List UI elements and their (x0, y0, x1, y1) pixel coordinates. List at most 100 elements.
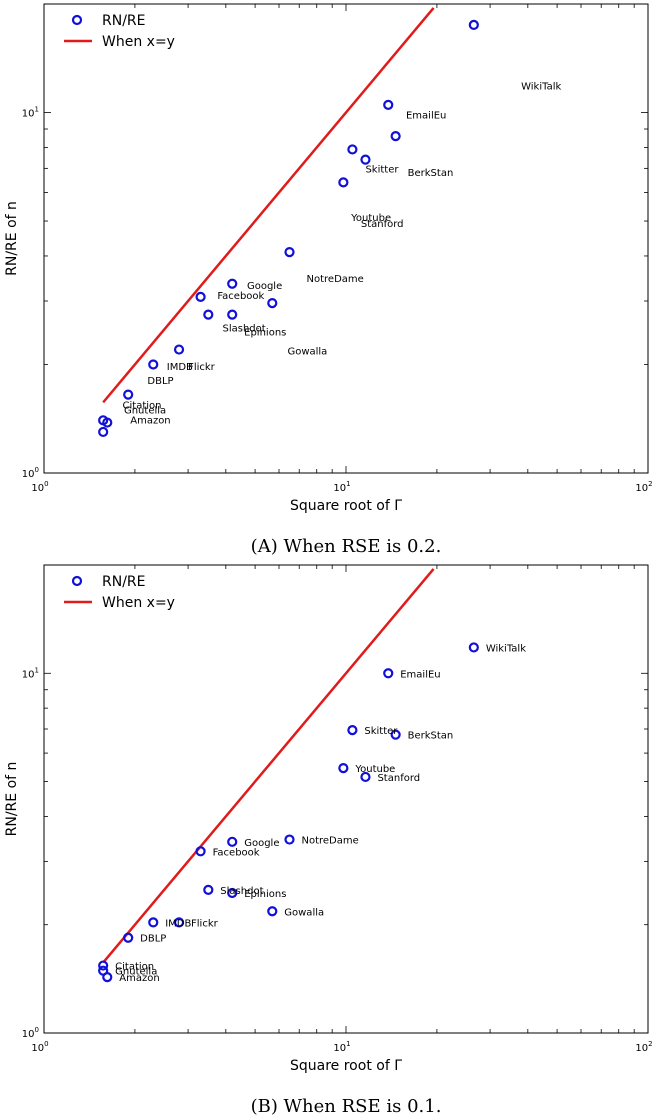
y-tick-label: 101 (22, 106, 39, 120)
point-label: BerkStan (408, 731, 454, 742)
figure-caption: (B) When RSE is 0.1. (251, 1096, 442, 1117)
reference-line-x-equals-y (102, 568, 435, 964)
point-label: Gnutella (124, 406, 166, 417)
axis-ticks (43, 564, 648, 1034)
data-point (338, 177, 349, 188)
point-label: Stanford (377, 773, 420, 784)
data-point (338, 763, 349, 774)
point-label: Gowalla (287, 347, 327, 358)
point-label: Gnutella (115, 967, 157, 978)
legend: RN/RE When x=y (64, 13, 175, 50)
y-tick-label: 100 (22, 466, 39, 480)
data-point (195, 846, 206, 857)
data-point (383, 99, 394, 110)
legend-label-line: When x=y (102, 595, 175, 611)
point-label: Skitter (365, 164, 399, 175)
point-label: WikiTalk (521, 82, 561, 93)
point-label: EmailEu (400, 669, 440, 680)
data-point (390, 131, 401, 142)
point-label: DBLP (147, 376, 173, 387)
point-label: NotreDame (307, 274, 364, 285)
legend-marker-points (71, 575, 83, 587)
point-label: DBLP (140, 934, 166, 945)
data-point (173, 344, 185, 355)
data-point (195, 291, 206, 302)
x-tick-label: 101 (333, 480, 350, 494)
data-point (227, 309, 238, 320)
point-label: Epinions (244, 889, 286, 900)
data-point (347, 725, 358, 736)
legend-label-line: When x=y (102, 34, 175, 50)
x-tick-label: 100 (31, 480, 48, 494)
data-point (102, 417, 113, 428)
point-label: Facebook (213, 847, 260, 858)
data-point (267, 906, 278, 917)
reference-line-x-equals-y (102, 7, 435, 404)
data-point (98, 960, 109, 971)
y-tick-label: 100 (22, 1026, 39, 1040)
point-label: IMDB (165, 918, 191, 929)
point-label: Youtube (354, 764, 395, 775)
point-label: Amazon (119, 973, 159, 984)
data-point (468, 642, 479, 653)
x-tick-label: 101 (333, 1040, 350, 1054)
point-label: EmailEu (406, 111, 446, 122)
point-label: WikiTalk (486, 643, 526, 654)
point-label: Epinions (244, 328, 286, 339)
point-label: NotreDame (301, 836, 358, 847)
point-label: Citation (123, 400, 162, 411)
x-axis-label: Square root of Γ (290, 1058, 402, 1074)
point-label: Google (244, 838, 279, 849)
point-label: Facebook (217, 291, 264, 302)
data-point (203, 309, 214, 320)
data-point (227, 278, 238, 289)
legend: RN/RE When x=y (64, 574, 175, 611)
data-point (284, 247, 295, 258)
x-tick-label: 102 (635, 480, 652, 494)
legend-label-points: RN/RE (102, 574, 146, 590)
legend-label-points: RN/RE (102, 13, 146, 29)
data-point (360, 154, 371, 165)
data-point (227, 836, 238, 847)
point-label: IMDB (167, 362, 193, 373)
data-point (203, 884, 214, 895)
data-point (284, 834, 295, 845)
x-tick-label: 102 (635, 1040, 652, 1054)
x-tick-label: 100 (31, 1040, 48, 1054)
data-point (267, 298, 278, 309)
point-label: Flickr (191, 918, 219, 929)
point-label: Flickr (188, 362, 216, 373)
point-label: Slashdot (220, 886, 263, 897)
axis-ticks (43, 3, 648, 474)
data-point (123, 932, 134, 943)
point-label: Youtube (350, 213, 391, 224)
point-label: Amazon (130, 415, 170, 426)
figure-caption: (A) When RSE is 0.2. (251, 536, 442, 557)
data-point (227, 887, 238, 899)
data-point (360, 771, 371, 783)
data-point (173, 917, 185, 928)
chart-panel-b: 100 101 102 100 101 Square root of Γ RN/RE of … (4, 564, 653, 1117)
legend-marker-points (71, 14, 83, 26)
data-point (468, 19, 479, 31)
point-label: Skitter (364, 726, 398, 737)
data-point (347, 144, 358, 155)
data-point (148, 359, 159, 370)
x-axis-label: Square root of Γ (290, 498, 402, 514)
point-label: Slashdot (223, 323, 266, 334)
data-point (383, 668, 394, 679)
data-point (98, 426, 109, 438)
y-axis-label: RN/RE of n (4, 201, 20, 276)
point-label: Citation (115, 962, 154, 973)
point-label: Google (247, 281, 282, 292)
point-label: Stanford (361, 219, 404, 230)
data-point (123, 389, 134, 400)
chart-panel-a: 100 101 102 100 101 Square root of Γ RN/RE of … (4, 3, 653, 557)
y-tick-label: 101 (22, 666, 39, 680)
data-point (148, 917, 159, 928)
point-label: BerkStan (408, 168, 454, 179)
y-axis-label: RN/RE of n (4, 762, 20, 837)
data-point (102, 972, 113, 983)
point-label: Gowalla (284, 907, 324, 918)
